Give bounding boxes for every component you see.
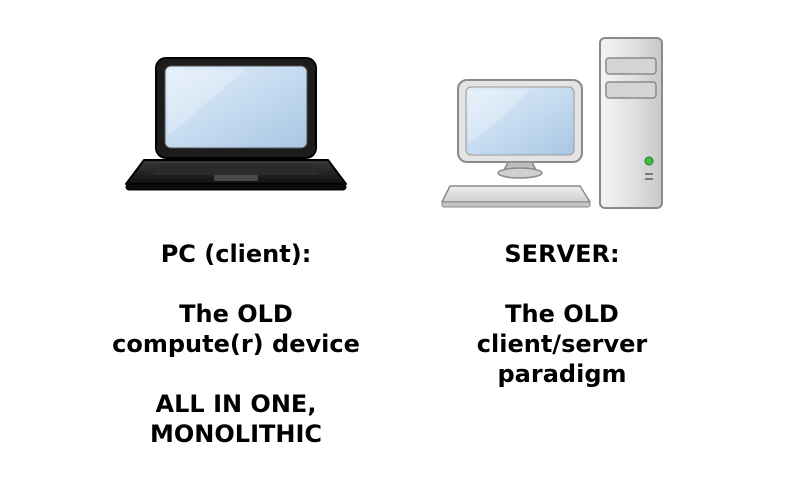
client-line-all-in-one: ALL IN ONE, [155, 390, 317, 418]
client-line-old: The OLD [179, 300, 293, 328]
server-line-paradigm: paradigm [497, 360, 627, 388]
server-line-old: The OLD [505, 300, 619, 328]
client-description: PC (client): The OLD compute(r) device A… [86, 239, 386, 449]
client-heading: PC (client): [160, 240, 312, 268]
client-line-monolithic: MONOLITHIC [150, 420, 322, 448]
server-description: SERVER: The OLD client/server paradigm [412, 239, 712, 389]
server-heading: SERVER: [504, 240, 620, 268]
laptop-icon [125, 57, 347, 191]
desktop-server-icon [441, 37, 663, 209]
server-line-client-server: client/server [476, 330, 648, 358]
client-line-device: compute(r) device [112, 330, 360, 358]
